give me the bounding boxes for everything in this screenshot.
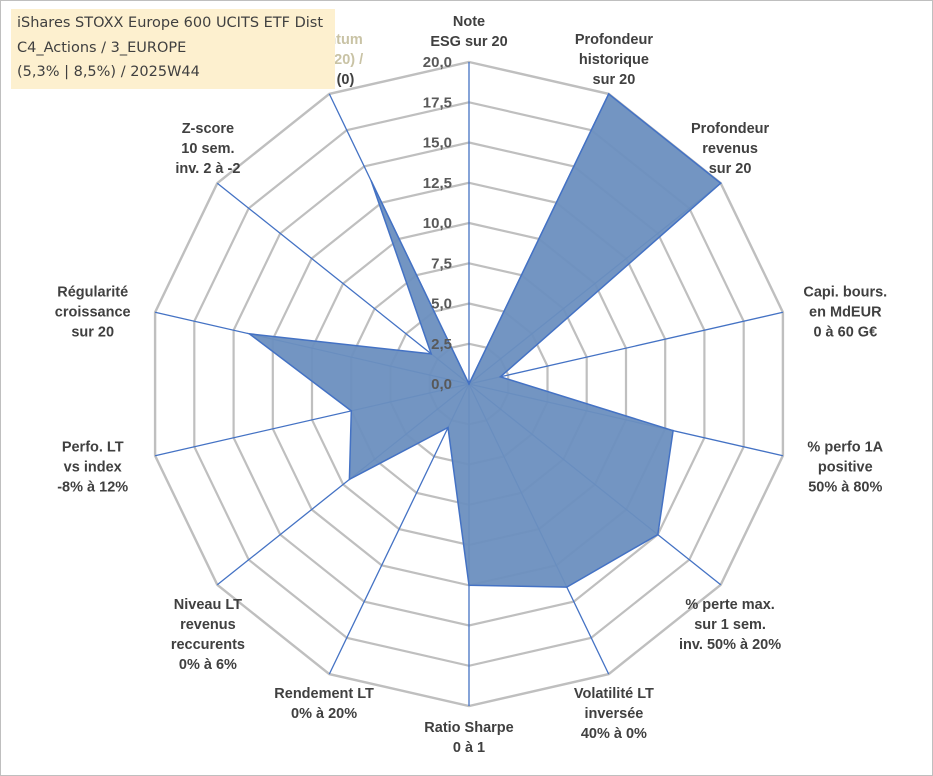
series-area: [246, 92, 722, 588]
data-point: [719, 182, 722, 184]
data-point: [447, 426, 449, 429]
axis-label: 0 à 60 G€: [813, 324, 877, 340]
axis-label: sur 1 sem.: [694, 617, 766, 633]
axis-label: -8% à 12%: [57, 480, 128, 496]
axis-label: Ratio Sharpe: [424, 720, 513, 736]
axis-label: Rendement LT: [274, 686, 374, 702]
axis-label: croissance: [55, 304, 131, 320]
axis-label: Profondeur: [575, 32, 653, 48]
axis-label: revenus: [180, 617, 236, 633]
tick-label: 2,5: [431, 336, 452, 353]
axis-label: % perte max.: [685, 597, 774, 613]
axis-label: 0% à 20%: [291, 706, 357, 722]
data-point: [430, 353, 433, 355]
axis-label: Z-score: [182, 121, 234, 137]
axis-spoke: [328, 383, 470, 675]
axis-label: sur 20: [709, 161, 752, 177]
axis-label: Perfo. LT: [62, 440, 124, 456]
axis-label: 0% à 6%: [179, 657, 237, 673]
tick-label: 15,0: [423, 135, 452, 152]
axis-label: 50% à 80%: [808, 480, 882, 496]
axis-label: vs index: [64, 460, 122, 476]
axis-label: 40% à 0%: [581, 726, 647, 742]
tick-label: 10,0: [423, 215, 452, 232]
axis-label: Note: [453, 14, 485, 30]
tick-label: 7,5: [431, 255, 452, 272]
axis-label: sur 20: [71, 324, 114, 340]
data-point: [468, 383, 470, 385]
data-point: [672, 429, 674, 432]
axis-label: en MdEUR: [809, 304, 882, 320]
axis-label: 10 sem.: [181, 141, 234, 157]
tick-label: 17,5: [423, 94, 452, 111]
tick-label: 0,0: [431, 376, 452, 393]
axis-label: Régularité: [57, 284, 128, 300]
axis-spoke: [216, 182, 470, 385]
data-point: [607, 93, 610, 95]
chart-title-box: iShares STOXX Europe 600 UCITS ETF Dist …: [11, 9, 335, 89]
axis-label: 0 à 1: [453, 740, 485, 756]
axis-label: Profondeur: [691, 121, 769, 137]
axis-label: sur 20: [593, 72, 636, 88]
data-point: [348, 478, 351, 481]
axis-label: positive: [818, 460, 873, 476]
axis-spoke: [468, 311, 784, 385]
tick-label: 5,0: [431, 296, 452, 313]
axis-label: ESG sur 20: [430, 34, 507, 50]
axis-label: % perfo 1A: [807, 440, 883, 456]
data-point: [499, 376, 502, 378]
title-line-2: C4_Actions / 3_EUROPE: [17, 40, 187, 56]
axis-label: historique: [579, 52, 649, 68]
axis-label: inv. 2 à -2: [175, 161, 240, 177]
data-point: [657, 533, 659, 536]
axis-label: Volatilité LT: [574, 686, 654, 702]
tick-label: 12,5: [423, 175, 452, 192]
axis-label: Niveau LT: [174, 597, 242, 613]
data-point: [248, 333, 251, 335]
data-point: [468, 584, 470, 587]
tick-label: 20,0: [423, 54, 452, 71]
axis-label: Capi. bours.: [803, 284, 887, 300]
area-layer: [246, 92, 722, 588]
axis-label: inversée: [584, 706, 643, 722]
data-point: [370, 180, 373, 182]
axis-label: revenus: [702, 141, 758, 157]
data-point: [566, 586, 568, 588]
data-point: [350, 410, 353, 412]
axis-label: inv. 50% à 20%: [679, 637, 781, 653]
axis-label: reccurents: [171, 637, 245, 653]
tick-layer: 0,0 2,5 5,0 7,5 10,0 12,5 15,0 17,5 20,0: [423, 54, 452, 393]
title-line-3: (5,3% | 8,5%) / 2025W44: [17, 64, 200, 80]
title-line-1: iShares STOXX Europe 600 UCITS ETF Dist: [17, 15, 324, 31]
